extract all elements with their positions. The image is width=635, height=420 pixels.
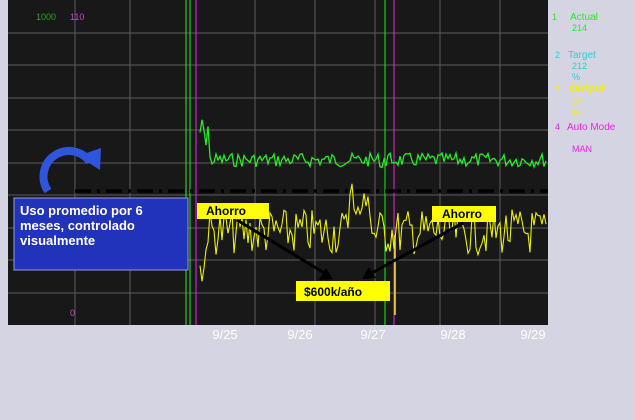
legend-actual-value: 214: [572, 23, 587, 33]
legend-target-value: 212: [572, 61, 587, 71]
x-tick-label-4: 9/29: [520, 327, 545, 342]
x-tick-label-0: 9/25: [212, 327, 237, 342]
x-tick-label-1: 9/26: [287, 327, 312, 342]
legend-output: 3 Output 37 %: [555, 83, 605, 118]
legend: 1 Actual 214 2 Target 212 % 3 Output 37 …: [552, 12, 616, 154]
legend-output-value: 37: [572, 97, 582, 107]
arrow-right-line: [369, 221, 464, 276]
legend-auto-mode-name: Auto Mode: [567, 122, 616, 133]
legend-output-marker: 3: [555, 84, 560, 94]
ahorro-right-box: [432, 206, 496, 222]
legend-actual-marker: 1: [552, 12, 557, 22]
legend-auto-mode-marker: 4: [555, 122, 560, 132]
legend-target: 2 Target 212 %: [555, 50, 596, 82]
series-actual-line: [199, 119, 547, 169]
ahorro-left-label: Ahorro: [206, 204, 246, 218]
legend-auto-mode-state: MAN: [572, 144, 592, 154]
legend-actual: 1 Actual 214: [552, 12, 598, 33]
legend-target-marker: 2: [555, 50, 560, 60]
arrow-right-head: [362, 267, 376, 279]
legend-target-name: Target: [568, 50, 596, 61]
x-tick-label-3: 9/28: [440, 327, 465, 342]
ahorro-right-label: Ahorro: [442, 207, 482, 221]
x-tick-label-2: 9/27: [360, 327, 385, 342]
legend-output-unit: %: [572, 108, 580, 118]
callout-box: [13, 197, 189, 271]
legend-target-unit: %: [572, 72, 580, 82]
legend-output-name: Output: [569, 83, 605, 95]
left-axis-top-label: 1000: [36, 12, 56, 22]
callout-text-wrap: Uso promedio por 6 meses, controlado vis…: [20, 203, 143, 248]
callout-text: Uso promedio por 6 meses, controlado vis…: [20, 203, 143, 248]
arrow-left-line: [236, 218, 327, 276]
legend-actual-name: Actual: [570, 12, 598, 23]
grid: [8, 0, 548, 325]
x-tick-labels: 9/25 9/26 9/27 9/28 9/29: [212, 327, 545, 342]
savings-label: $600k/año: [304, 285, 362, 299]
left-axis-top-label-2: 110: [70, 12, 84, 22]
circular-arrow-head-icon: [78, 148, 101, 170]
legend-auto-mode: 4 Auto Mode MAN: [555, 122, 616, 154]
callout: Uso promedio por 6 meses, controlado vis…: [13, 146, 189, 271]
arrow-left-head: [319, 268, 333, 280]
ahorro-left-box: [197, 203, 269, 219]
savings-box: [296, 281, 390, 301]
left-axis-bottom-label: 0: [70, 308, 75, 318]
